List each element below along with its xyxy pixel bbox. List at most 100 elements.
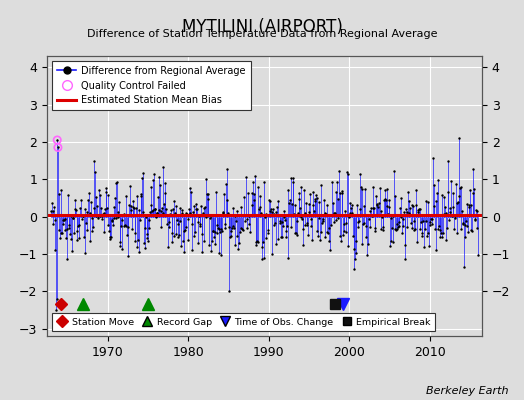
Point bbox=[388, 224, 396, 231]
Point bbox=[363, 252, 372, 258]
Point bbox=[137, 191, 146, 197]
Point bbox=[286, 174, 294, 181]
Point bbox=[107, 218, 116, 224]
Point bbox=[218, 228, 226, 234]
Point bbox=[215, 250, 223, 256]
Point bbox=[266, 198, 274, 205]
Point bbox=[347, 210, 356, 216]
Point bbox=[349, 233, 357, 239]
Point bbox=[290, 202, 299, 208]
Point bbox=[454, 198, 462, 205]
Point bbox=[151, 206, 160, 212]
Point bbox=[231, 213, 239, 220]
Point bbox=[223, 166, 231, 172]
Point bbox=[134, 206, 143, 213]
Point bbox=[57, 187, 66, 193]
Point bbox=[442, 237, 450, 243]
Point bbox=[216, 252, 225, 258]
Point bbox=[90, 205, 98, 211]
Point bbox=[405, 210, 413, 216]
Point bbox=[394, 223, 402, 230]
Point bbox=[243, 225, 251, 231]
Point bbox=[433, 226, 442, 232]
Point bbox=[65, 225, 73, 232]
Point bbox=[210, 234, 218, 240]
Point bbox=[111, 194, 119, 201]
Point bbox=[274, 197, 282, 204]
Point bbox=[458, 221, 467, 227]
Point bbox=[388, 239, 397, 245]
Point bbox=[280, 208, 289, 214]
Point bbox=[398, 230, 406, 236]
Point bbox=[160, 201, 168, 208]
Point bbox=[219, 210, 227, 216]
Point bbox=[223, 196, 232, 203]
Point bbox=[369, 205, 378, 212]
Point bbox=[142, 214, 150, 221]
Point bbox=[299, 225, 308, 232]
Point bbox=[344, 243, 353, 249]
Point bbox=[435, 223, 443, 229]
Point bbox=[99, 211, 107, 217]
Point bbox=[309, 202, 317, 208]
Point bbox=[68, 247, 76, 254]
Point bbox=[189, 209, 197, 215]
Point bbox=[181, 227, 189, 234]
Point bbox=[205, 241, 213, 248]
Point bbox=[381, 187, 389, 194]
Point bbox=[144, 238, 152, 244]
Point bbox=[316, 229, 325, 235]
Point bbox=[105, 228, 113, 234]
Point bbox=[420, 211, 429, 218]
Point bbox=[466, 202, 475, 209]
Point bbox=[346, 200, 355, 206]
Point bbox=[377, 208, 386, 214]
Point bbox=[204, 196, 213, 203]
Point bbox=[271, 208, 280, 215]
Point bbox=[366, 208, 374, 214]
Point bbox=[285, 187, 293, 193]
Point bbox=[50, 204, 58, 210]
Point bbox=[323, 228, 332, 235]
Point bbox=[361, 202, 369, 209]
Point bbox=[274, 236, 282, 243]
Point bbox=[406, 205, 414, 212]
Point bbox=[460, 264, 468, 270]
Point bbox=[202, 214, 210, 221]
Point bbox=[416, 206, 424, 212]
Point bbox=[399, 222, 407, 229]
Point bbox=[64, 192, 72, 198]
Point bbox=[48, 200, 56, 206]
Point bbox=[216, 228, 224, 235]
Point bbox=[53, 137, 61, 143]
Point bbox=[265, 196, 273, 203]
Point bbox=[64, 222, 73, 228]
Point bbox=[209, 228, 217, 234]
Point bbox=[343, 171, 352, 178]
Point bbox=[146, 209, 154, 216]
Point bbox=[330, 218, 339, 225]
Point bbox=[466, 186, 474, 193]
Point bbox=[67, 212, 75, 219]
Point bbox=[342, 220, 350, 226]
Point bbox=[53, 137, 61, 143]
Point bbox=[389, 213, 398, 220]
Text: Berkeley Earth: Berkeley Earth bbox=[426, 386, 508, 396]
Point bbox=[178, 207, 186, 214]
Point bbox=[453, 200, 462, 206]
Point bbox=[249, 197, 258, 203]
Point bbox=[179, 249, 188, 255]
Point bbox=[105, 234, 114, 240]
Point bbox=[257, 256, 266, 262]
Point bbox=[85, 210, 94, 216]
Point bbox=[333, 178, 341, 185]
Point bbox=[128, 226, 136, 232]
Point bbox=[204, 191, 212, 197]
Point bbox=[444, 188, 452, 195]
Point bbox=[424, 198, 432, 205]
Point bbox=[343, 169, 351, 176]
Point bbox=[212, 188, 220, 195]
Point bbox=[473, 208, 481, 214]
Point bbox=[465, 204, 474, 210]
Point bbox=[263, 212, 271, 218]
